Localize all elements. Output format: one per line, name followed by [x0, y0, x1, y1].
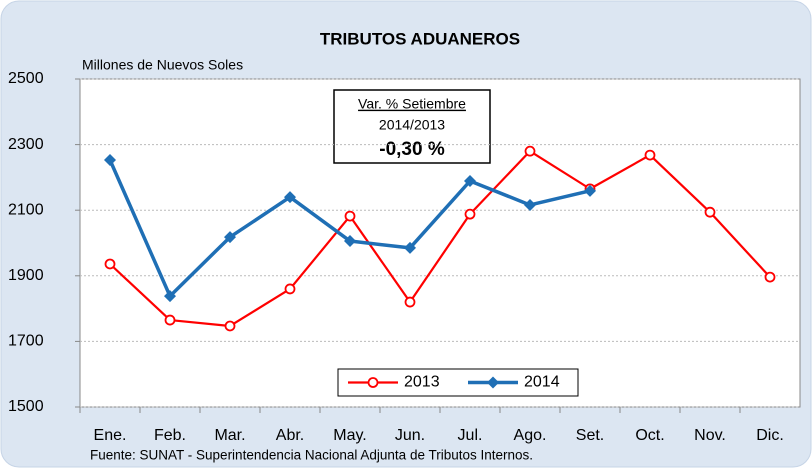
x-tick-label: Abr.: [276, 427, 304, 444]
y-tick-label: 1900: [8, 267, 44, 284]
point: [704, 206, 716, 218]
y-tick-label: 2500: [8, 70, 44, 87]
y-tick-label: 2100: [8, 201, 44, 218]
point: [164, 314, 176, 326]
y-axis-label: Millones de Nuevos Soles: [82, 57, 243, 73]
chart-title: TRIBUTOS ADUANEROS: [320, 29, 520, 48]
annotation-title: Var. % Setiembre: [358, 96, 466, 112]
x-tick-label: May.: [333, 427, 366, 444]
point: [524, 145, 536, 157]
point: [764, 271, 776, 283]
point: [524, 198, 536, 211]
x-tick-label: Nov.: [694, 427, 726, 444]
point: [344, 210, 356, 222]
x-tick-label: Jul.: [458, 427, 483, 444]
point: [104, 258, 116, 270]
legend-label: 2014: [524, 374, 560, 391]
y-tick-label: 1700: [8, 333, 44, 350]
point: [224, 320, 236, 332]
x-tick-label: Oct.: [635, 427, 664, 444]
point: [284, 191, 296, 204]
point: [344, 235, 356, 248]
y-tick-label: 1500: [8, 398, 44, 415]
point: [584, 184, 596, 197]
annotation-box: [333, 89, 491, 164]
point: [224, 231, 236, 244]
x-tick-label: Jun.: [395, 427, 425, 444]
legend-marker: [487, 376, 499, 389]
point: [104, 154, 116, 167]
point: [644, 149, 656, 161]
x-tick-label: Feb.: [154, 427, 186, 444]
y-tick-label: 2300: [8, 136, 44, 153]
legend-label: 2013: [404, 374, 440, 391]
point: [284, 283, 296, 295]
x-tick-label: Mar.: [214, 427, 245, 444]
annotation-subtitle: 2014/2013: [379, 117, 445, 133]
x-tick-label: Set.: [576, 427, 604, 444]
x-tick-label: Ago.: [514, 427, 547, 444]
legend-marker: [367, 377, 379, 388]
x-tick-label: Dic.: [756, 427, 784, 444]
point: [464, 208, 476, 220]
source-note: Fuente: SUNAT - Superintendencia Naciona…: [90, 448, 533, 463]
point: [404, 241, 416, 254]
series-line: [109, 150, 771, 328]
point: [464, 175, 476, 188]
x-tick-label: Ene.: [94, 427, 127, 444]
annotation-value: -0,30 %: [379, 139, 445, 160]
point: [404, 296, 416, 308]
point: [164, 290, 176, 303]
